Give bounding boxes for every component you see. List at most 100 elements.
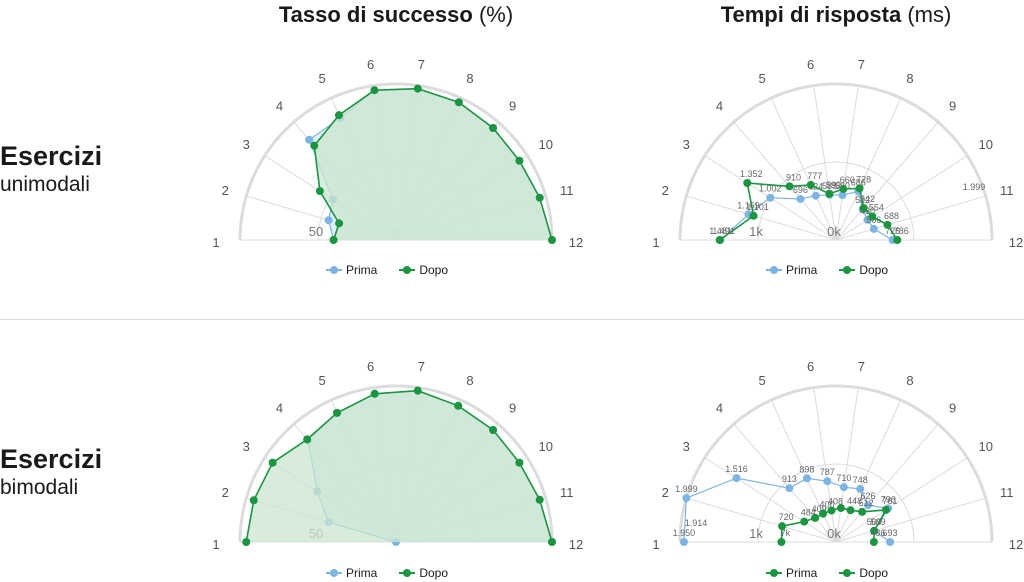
category-label-11: 11 (1000, 485, 1014, 500)
legend-label-prima: Prima (346, 263, 378, 277)
data-label-prima-7: 710 (836, 473, 851, 483)
category-label-10: 10 (979, 439, 993, 454)
column-title-success: Tasso di successo (%) (196, 2, 596, 28)
category-label-2: 2 (662, 485, 669, 500)
legend-item-dopo[interactable]: Dopo (839, 263, 888, 277)
row-label-bimodal-bold: Esercizi (0, 444, 103, 474)
category-label-12: 12 (569, 235, 583, 250)
data-label-prima-4: 696 (793, 185, 808, 195)
data-label-prima-12: 726 (885, 226, 900, 236)
data-label-dopo-6: 408 (828, 496, 843, 506)
legend-label-dopo: Dopo (419, 566, 449, 580)
point-prima-4 (796, 194, 805, 203)
point-dopo-4 (785, 182, 794, 191)
point-dopo-7 (839, 185, 848, 194)
series-line-dopo (313, 87, 553, 241)
series-area-dopo (314, 88, 552, 240)
point-dopo-9 (489, 425, 498, 434)
spoke (704, 457, 837, 543)
legend-item-prima[interactable]: Prima (326, 566, 377, 580)
category-label-6: 6 (807, 57, 814, 72)
category-label-6: 6 (367, 359, 374, 374)
spoke (733, 423, 837, 543)
category-label-9: 9 (509, 98, 516, 113)
legend-item-dopo[interactable]: Dopo (399, 566, 448, 580)
legend-item-prima[interactable]: Prima (766, 263, 817, 277)
point-dopo-6 (370, 389, 379, 398)
category-label-10: 10 (539, 439, 553, 454)
data-label-prima-6: 585 (822, 181, 837, 191)
ring-label: 0k (827, 526, 841, 541)
point-dopo-1 (777, 538, 786, 546)
data-label-dopo-4: 910 (786, 172, 801, 182)
category-label-7: 7 (858, 57, 865, 72)
outer-arc (678, 82, 994, 241)
point-prima-12 (886, 538, 895, 546)
spoke (686, 195, 837, 241)
legend-label-dopo: Dopo (859, 566, 889, 580)
data-label-prima-1: 1.950 (673, 528, 696, 538)
outer-arc (238, 82, 554, 241)
category-label-8: 8 (906, 71, 913, 86)
spoke (813, 387, 837, 543)
legend-success-bimodal: Prima Dopo (326, 566, 448, 580)
point-dopo-12 (548, 236, 556, 244)
category-label-5: 5 (758, 373, 765, 388)
category-label-8: 8 (466, 373, 473, 388)
data-label-dopo-2: 1.101 (746, 202, 769, 212)
data-label-prima-2: 1.169 (737, 200, 760, 210)
category-label-7: 7 (418, 359, 425, 374)
column-title-response-unit: (ms) (907, 2, 952, 27)
point-prima-2 (324, 216, 333, 225)
data-label-dopo-5: 400 (820, 500, 835, 510)
data-label-dopo-11: 688 (884, 211, 899, 221)
point-dopo-11 (883, 220, 892, 229)
data-label-dopo-3: 484 (801, 508, 816, 518)
point-dopo-5 (819, 509, 828, 518)
data-label-dopo-12: 786 (894, 226, 909, 236)
data-label-prima-3: 1.002 (759, 184, 782, 194)
legend-item-prima[interactable]: Prima (766, 566, 817, 580)
point-dopo-10 (881, 505, 890, 514)
series-line-dopo (245, 389, 553, 543)
data-label-prima-8: 748 (853, 475, 868, 485)
spoke (835, 155, 968, 241)
point-dopo-1 (715, 236, 724, 244)
point-prima-5 (802, 474, 811, 483)
point-dopo-10 (868, 212, 877, 221)
point-dopo-11 (535, 495, 544, 504)
data-label-prima-2: 1.999 (675, 484, 698, 494)
point-dopo-1 (242, 538, 251, 546)
spoke (770, 97, 837, 241)
point-dopo-7 (836, 504, 845, 513)
point-prima-11 (869, 224, 878, 233)
category-label-10: 10 (539, 137, 553, 152)
spoke (733, 121, 837, 241)
spoke (835, 85, 859, 241)
category-label-5: 5 (318, 71, 325, 86)
category-label-2: 2 (662, 183, 669, 198)
point-dopo-3 (800, 517, 809, 526)
data-label-dopo-8: 728 (856, 174, 871, 184)
data-label-prima-1: 1.481 (709, 226, 732, 236)
category-label-7: 7 (858, 359, 865, 374)
series-area-dopo (246, 390, 552, 542)
point-dopo-11 (870, 526, 879, 535)
legend-item-dopo[interactable]: Dopo (399, 263, 448, 277)
legend-item-prima[interactable]: Prima (326, 263, 377, 277)
legend-label-prima: Prima (786, 263, 818, 277)
data-label-dopo-9: 542 (860, 194, 875, 204)
point-prima-7 (839, 483, 848, 492)
data-label-dopo-11: 509 (871, 517, 886, 527)
point-dopo-1 (329, 236, 338, 244)
point-prima-7 (838, 191, 847, 200)
category-label-12: 12 (569, 537, 583, 552)
spoke (835, 423, 939, 543)
category-label-3: 3 (243, 439, 250, 454)
point-dopo-12 (548, 538, 556, 546)
point-prima-3 (732, 474, 741, 483)
column-title-response-bold: Tempi di risposta (720, 2, 902, 27)
legend-item-dopo[interactable]: Dopo (839, 566, 888, 580)
legend-label-prima: Prima (786, 566, 818, 580)
category-label-1: 1 (652, 235, 659, 250)
